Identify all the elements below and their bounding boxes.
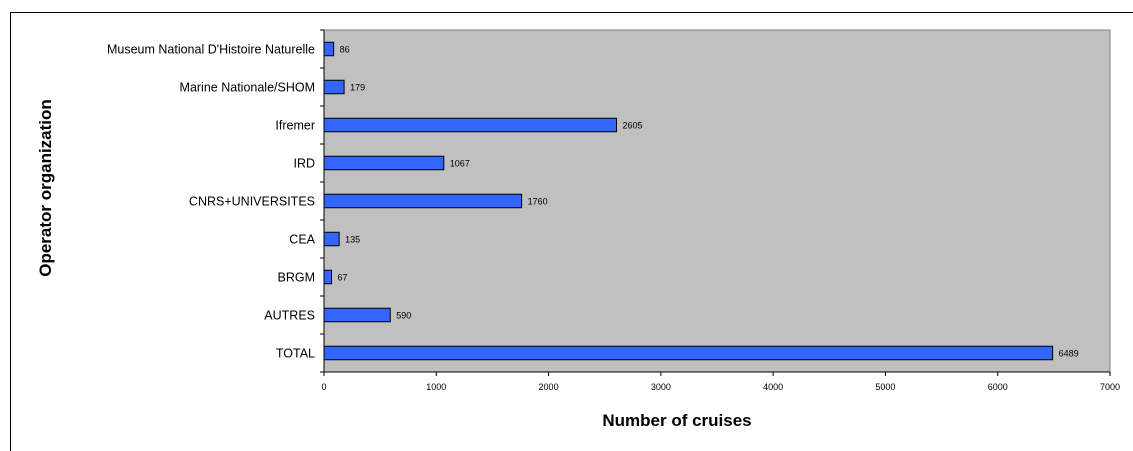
y-axis-title: Operator organization (36, 99, 55, 277)
bar (323, 117, 618, 133)
data-label: 1067 (450, 159, 470, 169)
bar (323, 79, 345, 95)
category-label: Marine Nationale/SHOM (180, 81, 315, 95)
bar (323, 345, 1054, 361)
axes-layer (320, 29, 1111, 376)
x-tick-label: 2000 (539, 382, 559, 392)
labels-layer: 0 1000 2000 3000 4000 5000 6000 7000 Museum Nati… (107, 43, 1120, 393)
data-label: 1760 (528, 197, 548, 207)
bar (323, 231, 340, 247)
category-label: AUTRES (264, 309, 315, 323)
bar (323, 193, 523, 209)
category-label: IRD (293, 157, 315, 171)
category-label: TOTAL (276, 347, 315, 361)
bars-layer (323, 41, 1054, 361)
x-tick-label: 0 (321, 382, 326, 392)
x-tick-label: 1000 (426, 382, 446, 392)
category-label: Museum National D'Histoire Naturelle (107, 43, 315, 57)
bar (323, 269, 333, 285)
data-label: 6489 (1059, 349, 1079, 359)
category-label: Ifremer (275, 119, 315, 133)
x-tick-label: 5000 (875, 382, 895, 392)
x-axis-title: Number of cruises (602, 411, 751, 430)
x-tick-label: 7000 (1100, 382, 1120, 392)
category-label: CNRS+UNIVERSITES (189, 195, 315, 209)
data-label: 135 (345, 235, 360, 245)
x-tick-label: 3000 (651, 382, 671, 392)
bar (323, 155, 445, 171)
bar (323, 41, 335, 57)
data-label: 67 (338, 273, 348, 283)
category-label: BRGM (278, 271, 316, 285)
data-label: 179 (350, 83, 365, 93)
x-tick-label: 6000 (988, 382, 1008, 392)
chart-frame (10, 12, 1133, 451)
x-tick-label: 4000 (763, 382, 783, 392)
data-label: 2605 (623, 121, 643, 131)
category-label: CEA (289, 233, 315, 247)
data-label: 590 (396, 311, 411, 321)
bar (323, 307, 391, 323)
data-label: 86 (340, 45, 350, 55)
